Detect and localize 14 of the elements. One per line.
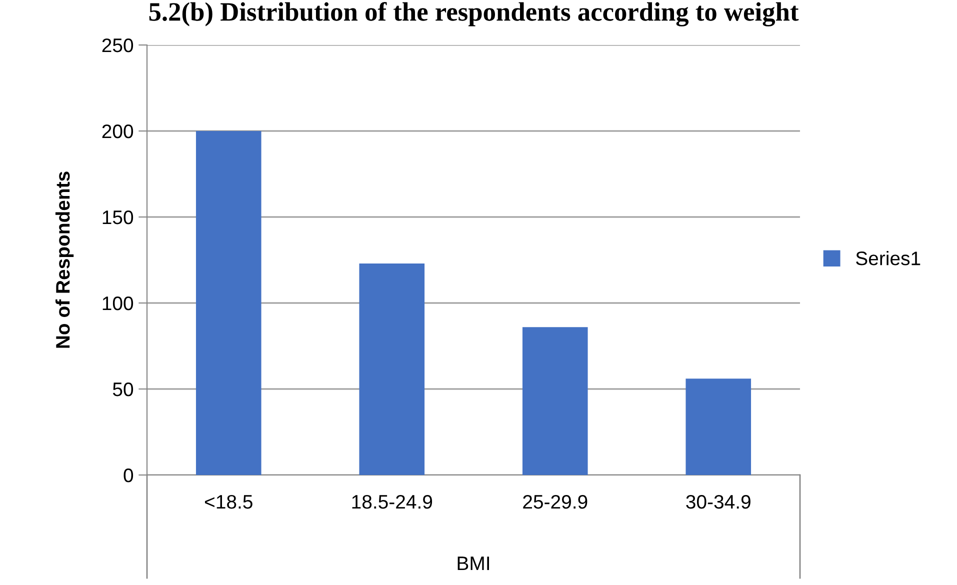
y-tick-label: 0: [124, 468, 134, 482]
x-axis-title: BMI: [458, 556, 489, 570]
chart-title: 5.2(b) Distribution of the respondents according to weight: [149, 2, 799, 26]
y-tick-label: 150: [102, 210, 134, 224]
legend-label: Series1: [856, 250, 920, 266]
x-tick-label: 25-29.9: [523, 494, 588, 509]
x-tick-label: <18.5: [204, 494, 252, 509]
y-axis-title: No of Respondents: [55, 172, 74, 348]
y-tick-label: 50: [112, 382, 134, 396]
y-tick-label: 100: [102, 296, 134, 310]
x-tick-label: 30-34.9: [686, 494, 750, 509]
x-tick-label: 18.5-24.9: [352, 494, 432, 509]
y-tick-label: 200: [102, 124, 134, 138]
y-tick-label: 250: [102, 38, 134, 52]
